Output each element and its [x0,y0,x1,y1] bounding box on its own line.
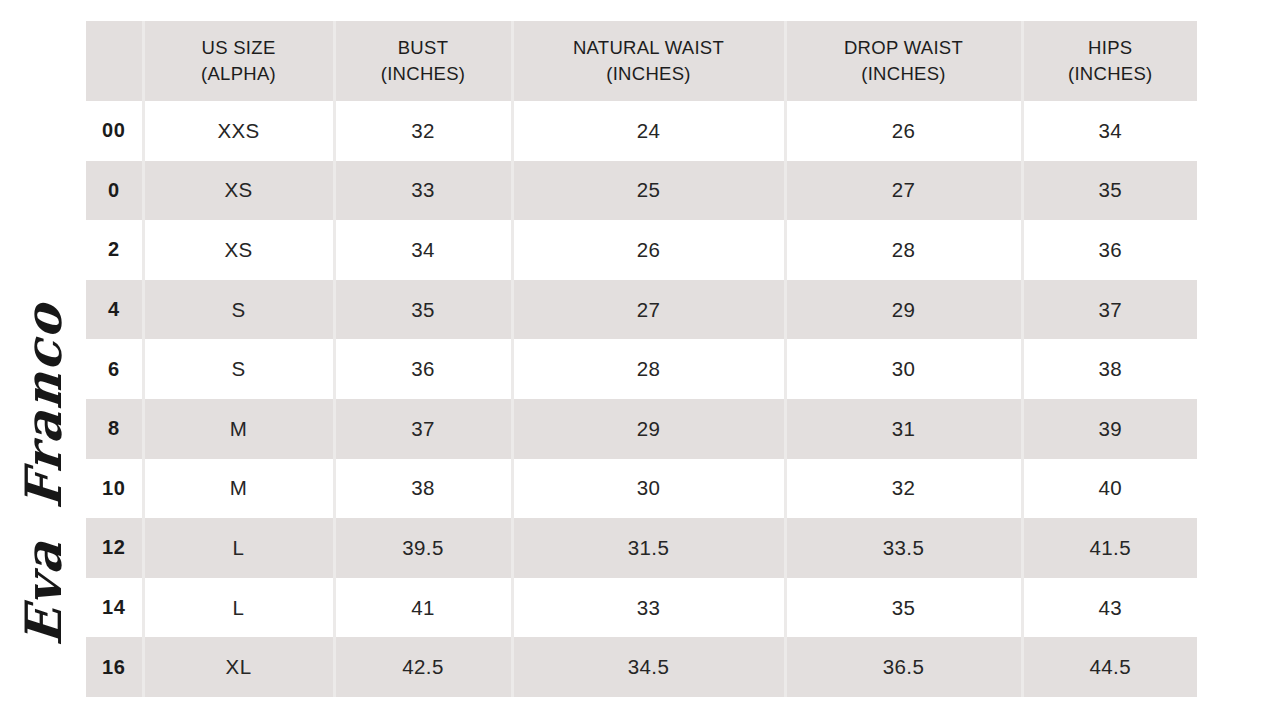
cell-natural-waist: 29 [512,399,785,459]
cell-hips: 38 [1022,339,1197,399]
cell-hips: 36 [1022,220,1197,280]
cell-drop-waist: 35 [785,578,1022,638]
brand-logo-text: Eva Franco [14,301,73,648]
cell-drop-waist: 33.5 [785,518,1022,578]
cell-natural-waist: 25 [512,161,785,221]
cell-natural-waist: 26 [512,220,785,280]
table-row: 14L41333543 [86,578,1197,638]
cell-natural-waist: 34.5 [512,637,785,697]
cell-drop-waist: 27 [785,161,1022,221]
cell-hips: 41.5 [1022,518,1197,578]
table-row: 0XS33252735 [86,161,1197,221]
cell-hips: 34 [1022,101,1197,161]
table-row: 4S35272937 [86,280,1197,340]
cell-us-size-alpha: M [143,459,334,519]
column-header-bust: BUST (INCHES) [334,21,512,101]
cell-natural-waist: 27 [512,280,785,340]
cell-us-size-alpha: L [143,518,334,578]
table-row: 10M38303240 [86,459,1197,519]
cell-drop-waist: 31 [785,399,1022,459]
cell-bust: 41 [334,578,512,638]
cell-us-size-numeric: 10 [86,459,143,519]
cell-natural-waist: 28 [512,339,785,399]
size-chart-page: Eva Franco US SIZE (ALPHA)BUST (INCHES)N… [0,0,1280,720]
table-row: 2XS34262836 [86,220,1197,280]
cell-us-size-alpha: XL [143,637,334,697]
table-row: 16XL42.534.536.544.5 [86,637,1197,697]
cell-hips: 43 [1022,578,1197,638]
cell-natural-waist: 30 [512,459,785,519]
cell-us-size-numeric: 14 [86,578,143,638]
cell-drop-waist: 36.5 [785,637,1022,697]
cell-drop-waist: 28 [785,220,1022,280]
cell-drop-waist: 30 [785,339,1022,399]
table-row: 8M37293139 [86,399,1197,459]
column-header-natural-waist: NATURAL WAIST (INCHES) [512,21,785,101]
cell-hips: 37 [1022,280,1197,340]
column-header-hips: HIPS (INCHES) [1022,21,1197,101]
cell-us-size-numeric: 16 [86,637,143,697]
cell-us-size-alpha: S [143,280,334,340]
cell-us-size-alpha: XS [143,161,334,221]
cell-bust: 42.5 [334,637,512,697]
cell-us-size-numeric: 4 [86,280,143,340]
cell-us-size-numeric: 2 [86,220,143,280]
cell-hips: 35 [1022,161,1197,221]
column-header-us-size-alpha: US SIZE (ALPHA) [143,21,334,101]
cell-us-size-numeric: 00 [86,101,143,161]
cell-hips: 44.5 [1022,637,1197,697]
cell-natural-waist: 24 [512,101,785,161]
cell-us-size-alpha: XS [143,220,334,280]
cell-bust: 32 [334,101,512,161]
cell-drop-waist: 29 [785,280,1022,340]
cell-bust: 36 [334,339,512,399]
cell-us-size-numeric: 12 [86,518,143,578]
cell-bust: 37 [334,399,512,459]
cell-bust: 34 [334,220,512,280]
cell-natural-waist: 31.5 [512,518,785,578]
cell-us-size-alpha: M [143,399,334,459]
table-row: 12L39.531.533.541.5 [86,518,1197,578]
column-header-us-size-numeric [86,21,143,101]
brand-logo: Eva Franco [0,278,86,670]
cell-natural-waist: 33 [512,578,785,638]
cell-bust: 33 [334,161,512,221]
cell-us-size-numeric: 6 [86,339,143,399]
cell-drop-waist: 26 [785,101,1022,161]
table-row: 6S36283038 [86,339,1197,399]
cell-us-size-numeric: 8 [86,399,143,459]
cell-bust: 35 [334,280,512,340]
cell-drop-waist: 32 [785,459,1022,519]
table-body: 00XXS322426340XS332527352XS342628364S352… [86,101,1197,697]
size-chart-table: US SIZE (ALPHA)BUST (INCHES)NATURAL WAIS… [86,21,1197,697]
cell-us-size-alpha: L [143,578,334,638]
cell-hips: 40 [1022,459,1197,519]
cell-us-size-numeric: 0 [86,161,143,221]
cell-bust: 39.5 [334,518,512,578]
cell-us-size-alpha: XXS [143,101,334,161]
table-row: 00XXS32242634 [86,101,1197,161]
column-header-drop-waist: DROP WAIST (INCHES) [785,21,1022,101]
cell-hips: 39 [1022,399,1197,459]
cell-us-size-alpha: S [143,339,334,399]
header-row: US SIZE (ALPHA)BUST (INCHES)NATURAL WAIS… [86,21,1197,101]
cell-bust: 38 [334,459,512,519]
